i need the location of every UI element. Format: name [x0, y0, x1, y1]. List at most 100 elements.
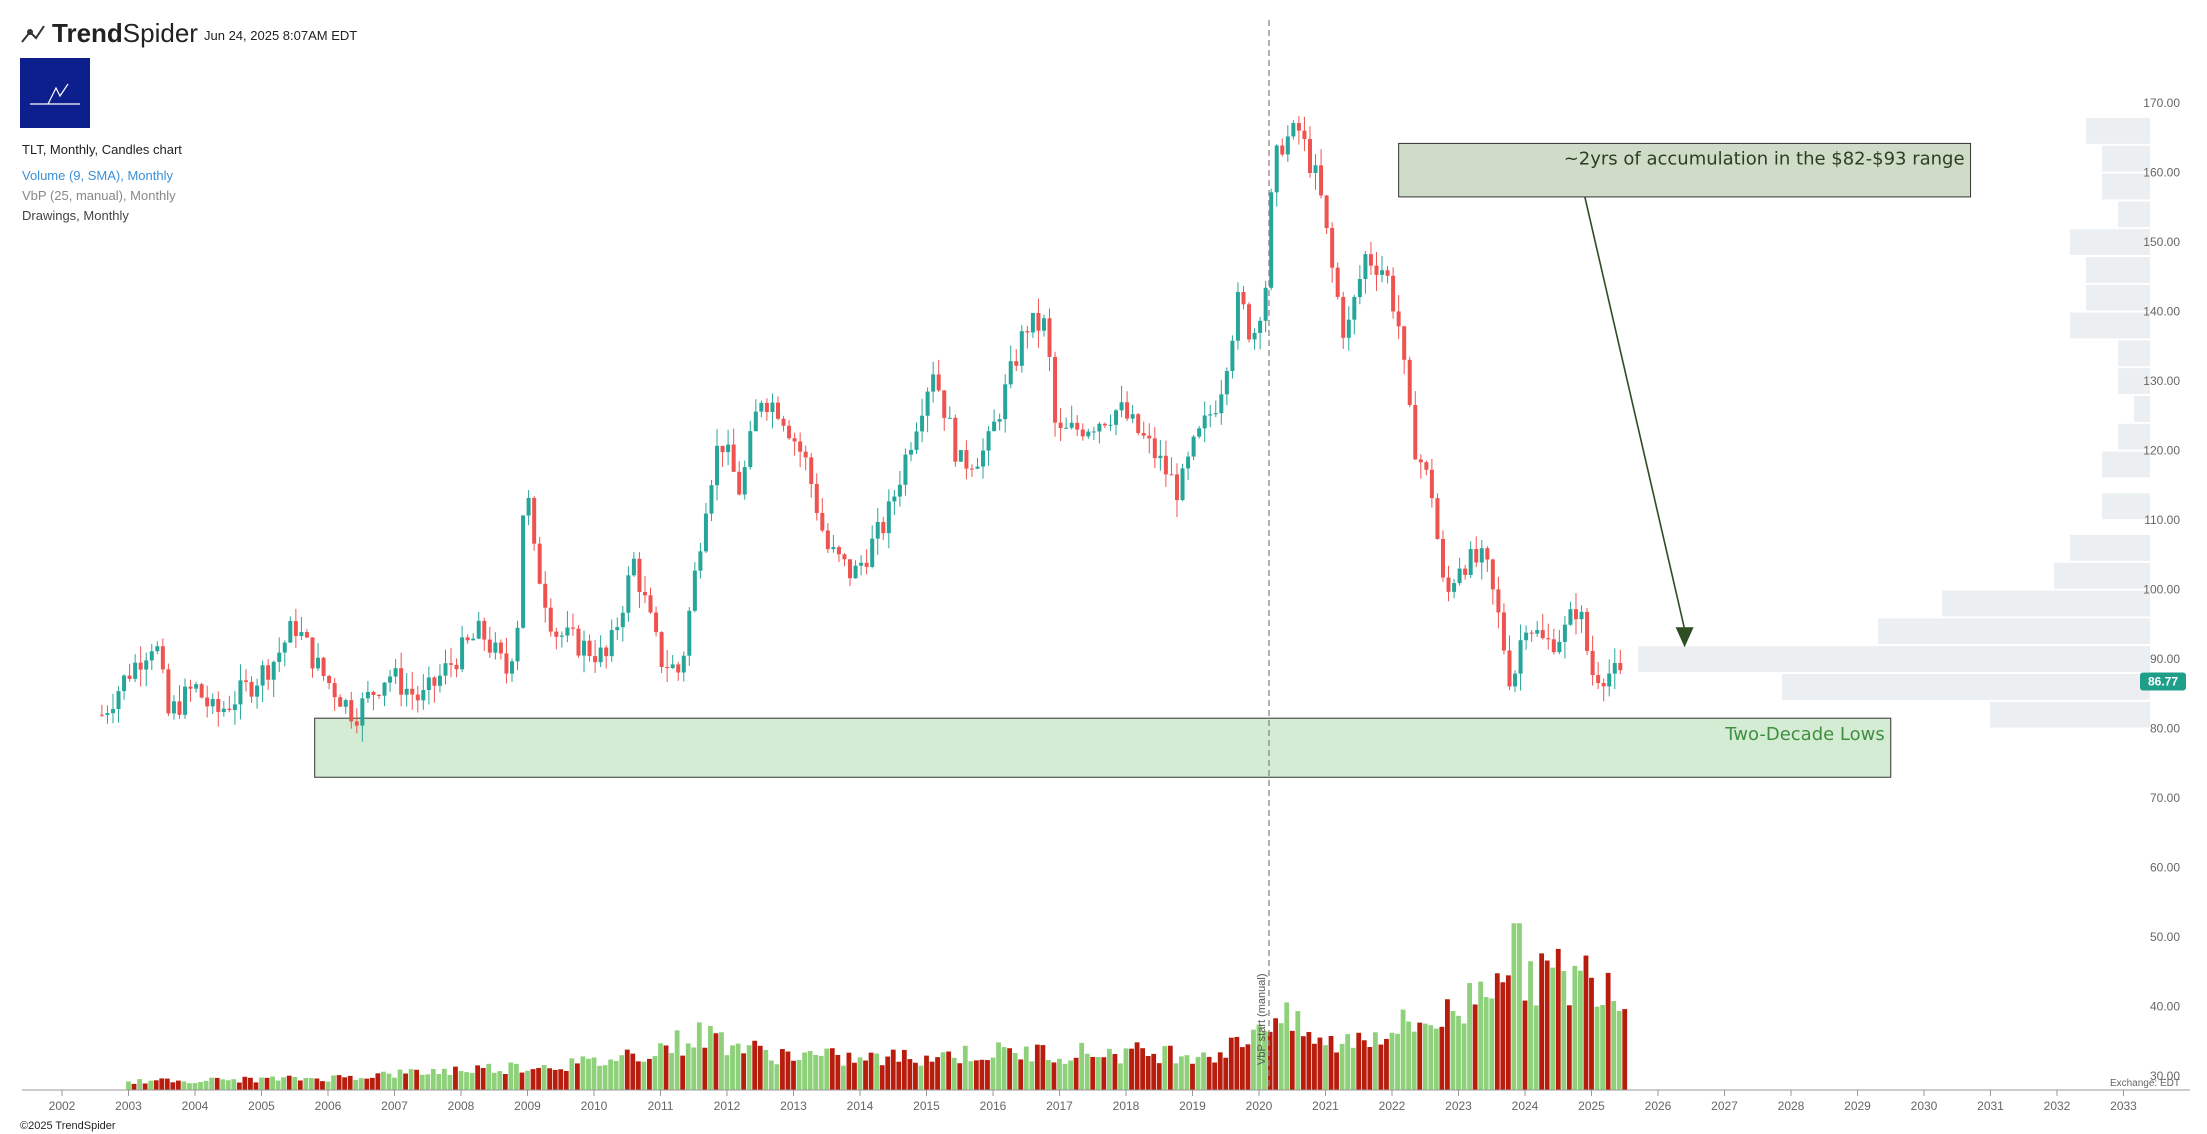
- candle-up: [703, 513, 708, 552]
- candle-up: [759, 402, 764, 412]
- volume-bar-down: [453, 1066, 458, 1090]
- volume-bar-down: [519, 1072, 525, 1090]
- candle-down: [942, 390, 947, 418]
- volume-bar-up: [270, 1076, 275, 1090]
- candle-down: [593, 656, 598, 663]
- y-tick-label: 120.00: [2143, 444, 2180, 458]
- volume-bar-up: [1256, 1024, 1262, 1090]
- volume-bar-down: [297, 1080, 303, 1090]
- candle-down: [304, 632, 309, 638]
- volume-bar-up: [1616, 1010, 1622, 1090]
- candle-up: [437, 675, 442, 686]
- volume-bar-up: [1528, 961, 1533, 1090]
- candle-up: [681, 655, 686, 673]
- candle-up: [920, 415, 925, 432]
- candle-up: [1274, 145, 1279, 193]
- volume-bar-down: [164, 1078, 170, 1090]
- x-tick-label: 2016: [980, 1099, 1007, 1113]
- candle-up: [1291, 123, 1296, 137]
- candle-up: [1097, 423, 1102, 432]
- candle-up: [1479, 548, 1484, 563]
- y-tick-label: 80.00: [2150, 722, 2180, 736]
- volume-bar-down: [131, 1083, 137, 1090]
- vbp-bar: [2086, 257, 2150, 283]
- legend-vbp[interactable]: VbP (25, manual), Monthly: [22, 188, 176, 203]
- candle-down: [1058, 422, 1063, 429]
- candle-up: [914, 431, 919, 450]
- candle-up: [853, 565, 858, 579]
- candle-down: [1407, 359, 1412, 405]
- candle-down: [293, 621, 298, 636]
- candle-down: [1418, 459, 1423, 463]
- candle-down: [1396, 311, 1401, 327]
- volume-bar-up: [1533, 1005, 1539, 1090]
- volume-bar-up: [813, 1054, 819, 1090]
- vbp-start-label: VbP start (manual): [1256, 973, 1268, 1065]
- volume-bar-up: [430, 1068, 436, 1090]
- candle-up: [288, 621, 293, 643]
- candle-down: [1319, 165, 1324, 196]
- y-tick-label: 140.00: [2143, 305, 2180, 319]
- volume-bar-up: [1062, 1063, 1068, 1090]
- x-tick-label: 2029: [1844, 1099, 1871, 1113]
- volume-bar-up: [1389, 1032, 1395, 1090]
- volume-bar-up: [1046, 1059, 1051, 1090]
- volume-bar-down: [713, 1033, 719, 1090]
- candle-down: [637, 558, 642, 593]
- candle-down: [1490, 559, 1495, 590]
- volume-bar-up: [292, 1077, 298, 1090]
- candle-down: [1169, 474, 1174, 476]
- x-tick-label: 2033: [2110, 1099, 2137, 1113]
- candle-up: [1064, 427, 1069, 429]
- volume-bar-down: [1073, 1057, 1079, 1090]
- candle-up: [171, 701, 176, 714]
- legend-drawings[interactable]: Drawings, Monthly: [22, 208, 129, 223]
- volume-bar-up: [802, 1052, 807, 1090]
- volume-bar-up: [1023, 1046, 1029, 1090]
- candle-up: [299, 632, 304, 636]
- candle-up: [183, 686, 188, 715]
- volume-bar-up: [1012, 1053, 1018, 1090]
- candle-down: [781, 418, 786, 426]
- candle-down: [775, 402, 780, 419]
- arrow-shaft: [1584, 196, 1686, 630]
- accumulation-label[interactable]: ~2yrs of accumulation in the $82-$93 ran…: [1564, 148, 1965, 169]
- y-tick-label: 70.00: [2150, 791, 2180, 805]
- volume-bar-up: [1118, 1063, 1123, 1090]
- volume-bar-up: [137, 1079, 142, 1090]
- candle-down: [532, 497, 537, 544]
- legend-main[interactable]: TLT, Monthly, Candles chart: [22, 142, 182, 157]
- volume-bar-up: [1483, 997, 1489, 1090]
- vbp-bar: [2118, 201, 2150, 228]
- candle-up: [1091, 431, 1096, 433]
- candle-down: [1296, 123, 1301, 131]
- candle-down: [809, 457, 814, 485]
- volume-bar-down: [552, 1069, 558, 1090]
- volume-bar-up: [1079, 1042, 1085, 1090]
- candle-up: [1313, 165, 1318, 173]
- legend-volume[interactable]: Volume (9, SMA), Monthly: [22, 168, 173, 183]
- candle-up: [443, 663, 448, 676]
- candle-up: [282, 642, 287, 653]
- volume-bar-down: [1494, 973, 1500, 1090]
- candle-down: [243, 680, 248, 682]
- volume-bar-up: [1339, 1043, 1345, 1090]
- lows-label[interactable]: Two-Decade Lows: [1724, 724, 1885, 745]
- candle-up: [620, 612, 625, 628]
- candle-down: [820, 512, 825, 531]
- candle-up: [859, 562, 864, 566]
- volume-bar-up: [951, 1057, 957, 1090]
- volume-bar-down: [159, 1078, 165, 1090]
- volume-bar-up: [857, 1057, 863, 1090]
- vbp-bar: [2134, 396, 2150, 422]
- candle-down: [449, 663, 454, 665]
- candle-up: [947, 417, 952, 419]
- candle-down: [1080, 429, 1085, 437]
- candle-down: [1280, 145, 1285, 155]
- volume-bar-up: [325, 1081, 331, 1090]
- candle-up: [1019, 331, 1024, 366]
- candle-down: [1368, 254, 1373, 266]
- y-axis[interactable]: 30.00 40.00 50.00 60.00 70.00 80.00 90.00 100.0…: [2143, 96, 2180, 1083]
- candle-down: [1102, 423, 1107, 426]
